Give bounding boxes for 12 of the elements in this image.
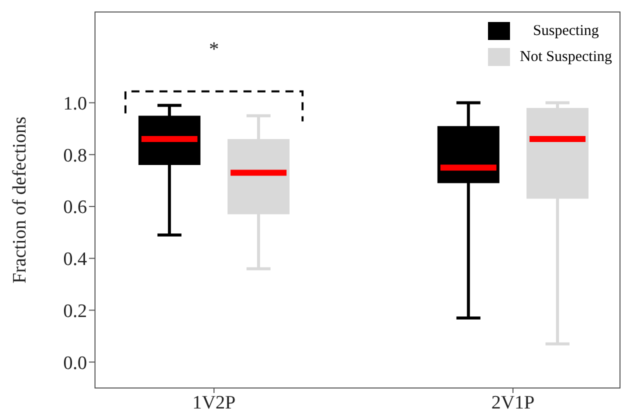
y-tick-label: 0.2 [63,300,87,322]
y-tick-label: 0.6 [63,197,87,218]
x-tick-label: 1V2P [192,392,236,414]
y-tick-label: 1.0 [63,94,87,115]
annotation: * [209,38,219,60]
y-axis-title: Fraction of defections [10,116,31,284]
x-tick-label: 2V1P [491,392,535,414]
y-tick-label: 0.8 [63,145,87,166]
y-tick-label: 0.0 [63,352,87,374]
legend-label: Suspecting [532,22,600,41]
legend-label: Not Suspecting [520,48,612,67]
y-tick-label: 0.4 [63,249,88,270]
